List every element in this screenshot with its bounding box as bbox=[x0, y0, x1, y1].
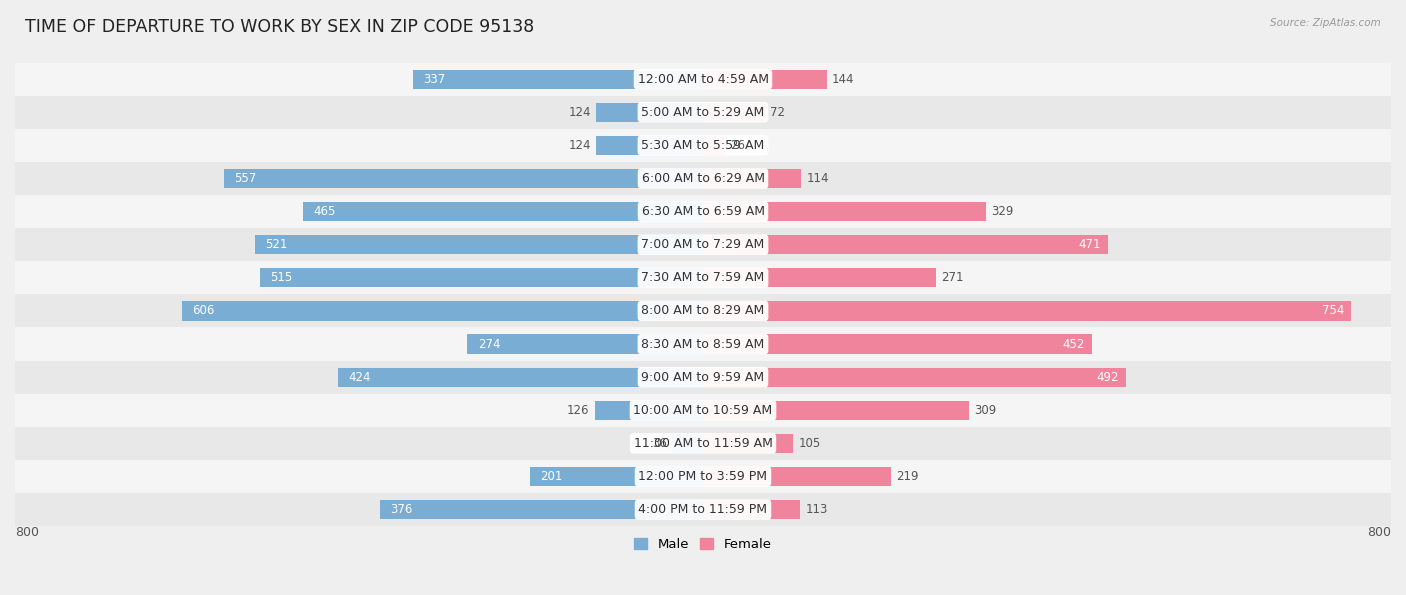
FancyBboxPatch shape bbox=[15, 261, 1391, 295]
Bar bbox=[703, 500, 800, 519]
Text: 12:00 AM to 4:59 AM: 12:00 AM to 4:59 AM bbox=[637, 73, 769, 86]
Text: TIME OF DEPARTURE TO WORK BY SEX IN ZIP CODE 95138: TIME OF DEPARTURE TO WORK BY SEX IN ZIP … bbox=[25, 18, 534, 36]
FancyBboxPatch shape bbox=[15, 460, 1391, 493]
Bar bbox=[467, 334, 703, 353]
Text: 557: 557 bbox=[235, 172, 256, 185]
Text: 309: 309 bbox=[974, 404, 995, 416]
FancyBboxPatch shape bbox=[15, 361, 1391, 394]
Text: 492: 492 bbox=[1097, 371, 1119, 384]
Text: 515: 515 bbox=[270, 271, 292, 284]
Text: 8:00 AM to 8:29 AM: 8:00 AM to 8:29 AM bbox=[641, 305, 765, 317]
Bar bbox=[260, 268, 703, 287]
Text: 5:00 AM to 5:29 AM: 5:00 AM to 5:29 AM bbox=[641, 106, 765, 119]
Text: 274: 274 bbox=[478, 337, 501, 350]
Bar bbox=[530, 467, 703, 486]
FancyBboxPatch shape bbox=[15, 295, 1391, 327]
Legend: Male, Female: Male, Female bbox=[628, 533, 778, 557]
Text: 124: 124 bbox=[568, 106, 591, 119]
Bar bbox=[596, 103, 703, 122]
Bar bbox=[703, 103, 765, 122]
Text: 113: 113 bbox=[806, 503, 828, 516]
Bar bbox=[703, 202, 986, 221]
Bar bbox=[703, 400, 969, 420]
FancyBboxPatch shape bbox=[15, 493, 1391, 526]
Bar bbox=[339, 368, 703, 387]
Text: 800: 800 bbox=[1367, 526, 1391, 539]
Bar bbox=[595, 400, 703, 420]
Text: 5:30 AM to 5:59 AM: 5:30 AM to 5:59 AM bbox=[641, 139, 765, 152]
Text: 11:00 AM to 11:59 AM: 11:00 AM to 11:59 AM bbox=[634, 437, 772, 450]
Text: 471: 471 bbox=[1078, 238, 1101, 251]
Bar bbox=[703, 169, 801, 188]
Text: 144: 144 bbox=[832, 73, 855, 86]
Text: 8:30 AM to 8:59 AM: 8:30 AM to 8:59 AM bbox=[641, 337, 765, 350]
Text: 606: 606 bbox=[193, 305, 215, 317]
Text: 26: 26 bbox=[731, 139, 745, 152]
FancyBboxPatch shape bbox=[15, 129, 1391, 162]
Text: 72: 72 bbox=[770, 106, 785, 119]
Text: 271: 271 bbox=[941, 271, 963, 284]
Text: 6:30 AM to 6:59 AM: 6:30 AM to 6:59 AM bbox=[641, 205, 765, 218]
FancyBboxPatch shape bbox=[15, 162, 1391, 195]
Bar bbox=[703, 434, 793, 453]
Text: 521: 521 bbox=[266, 238, 288, 251]
Text: 126: 126 bbox=[567, 404, 589, 416]
Text: 219: 219 bbox=[897, 470, 920, 483]
Text: 7:30 AM to 7:59 AM: 7:30 AM to 7:59 AM bbox=[641, 271, 765, 284]
Bar bbox=[380, 500, 703, 519]
Bar bbox=[304, 202, 703, 221]
Text: 114: 114 bbox=[806, 172, 828, 185]
Text: 424: 424 bbox=[349, 371, 371, 384]
Text: 754: 754 bbox=[1322, 305, 1344, 317]
FancyBboxPatch shape bbox=[15, 195, 1391, 228]
Bar bbox=[703, 136, 725, 155]
Bar bbox=[596, 136, 703, 155]
Bar bbox=[703, 301, 1351, 321]
Text: 337: 337 bbox=[423, 73, 446, 86]
Bar bbox=[703, 235, 1108, 254]
FancyBboxPatch shape bbox=[15, 394, 1391, 427]
Bar bbox=[703, 268, 936, 287]
FancyBboxPatch shape bbox=[15, 327, 1391, 361]
Text: 9:00 AM to 9:59 AM: 9:00 AM to 9:59 AM bbox=[641, 371, 765, 384]
FancyBboxPatch shape bbox=[15, 228, 1391, 261]
FancyBboxPatch shape bbox=[15, 427, 1391, 460]
Text: 376: 376 bbox=[389, 503, 412, 516]
Bar bbox=[703, 467, 891, 486]
Text: 12:00 PM to 3:59 PM: 12:00 PM to 3:59 PM bbox=[638, 470, 768, 483]
Text: 201: 201 bbox=[540, 470, 562, 483]
Text: 6:00 AM to 6:29 AM: 6:00 AM to 6:29 AM bbox=[641, 172, 765, 185]
Text: Source: ZipAtlas.com: Source: ZipAtlas.com bbox=[1270, 18, 1381, 28]
Bar bbox=[413, 70, 703, 89]
Text: 329: 329 bbox=[991, 205, 1014, 218]
Text: 7:00 AM to 7:29 AM: 7:00 AM to 7:29 AM bbox=[641, 238, 765, 251]
Text: 4:00 PM to 11:59 PM: 4:00 PM to 11:59 PM bbox=[638, 503, 768, 516]
FancyBboxPatch shape bbox=[15, 96, 1391, 129]
Bar bbox=[703, 334, 1091, 353]
Text: 465: 465 bbox=[314, 205, 336, 218]
Text: 10:00 AM to 10:59 AM: 10:00 AM to 10:59 AM bbox=[634, 404, 772, 416]
Bar bbox=[181, 301, 703, 321]
Bar bbox=[672, 434, 703, 453]
Text: 105: 105 bbox=[799, 437, 821, 450]
Text: 124: 124 bbox=[568, 139, 591, 152]
FancyBboxPatch shape bbox=[15, 62, 1391, 96]
Text: 36: 36 bbox=[652, 437, 666, 450]
Bar bbox=[703, 70, 827, 89]
Bar bbox=[254, 235, 703, 254]
Bar bbox=[224, 169, 703, 188]
Bar bbox=[703, 368, 1126, 387]
Text: 800: 800 bbox=[15, 526, 39, 539]
Text: 452: 452 bbox=[1063, 337, 1085, 350]
